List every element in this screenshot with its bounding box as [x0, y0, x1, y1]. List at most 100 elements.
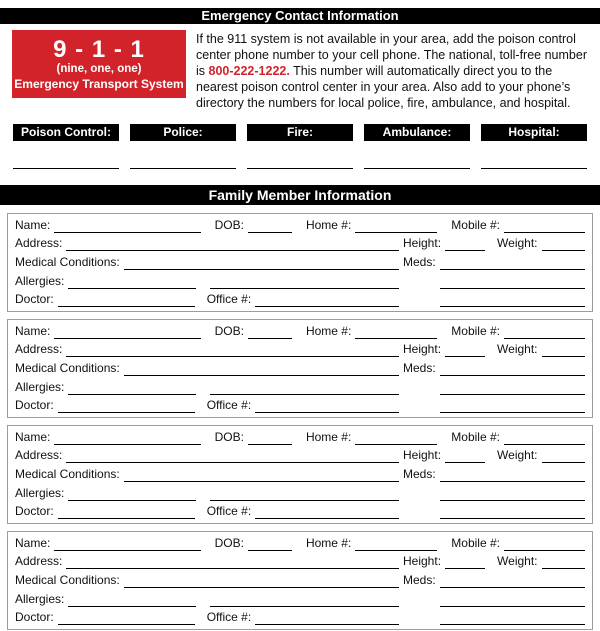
911-callout: 9 - 1 - 1 (nine, one, one) Emergency Tra…	[12, 30, 186, 98]
member-row-allergies: Allergies:	[15, 380, 585, 395]
home-phone-label: Home #:	[305, 535, 352, 550]
allergies-fill-line	[68, 488, 197, 501]
emergency-contact-header: Emergency Contact Information	[0, 8, 600, 24]
name-fill-line	[54, 326, 201, 339]
name-label: Name:	[15, 323, 51, 338]
contact-fill-line	[130, 141, 236, 169]
address-label: Address:	[15, 236, 63, 251]
dob-fill-line	[247, 538, 292, 551]
address-label: Address:	[15, 554, 63, 569]
allergies-fill-line-2	[210, 594, 399, 607]
medical-conditions-fill-line	[123, 575, 399, 588]
allergies-label: Allergies:	[15, 591, 65, 606]
address-label: Address:	[15, 448, 63, 463]
height-fill-line	[445, 450, 486, 464]
weight-label: Weight:	[497, 554, 538, 569]
height-label: Height:	[403, 448, 442, 463]
instructions-text-after: This number will automatically direct yo…	[196, 64, 571, 110]
height-fill-line	[445, 238, 486, 252]
contact-label-fire: Fire:	[247, 124, 353, 141]
dob-label: DOB:	[214, 535, 244, 550]
mobile-phone-fill-line	[504, 326, 585, 339]
office-phone-fill-line	[255, 294, 399, 308]
member-row-name: Name: DOB: Home #: Mobile #:	[15, 430, 585, 445]
meds-fill-line-3	[440, 294, 585, 308]
office-phone-fill-line	[255, 400, 399, 414]
member-row-doctor: Doctor: Office #:	[15, 610, 585, 626]
poison-control-phone-number: 800-222-1222.	[208, 64, 290, 78]
home-phone-fill-line	[355, 326, 438, 339]
contact-fill-line	[364, 141, 470, 169]
dob-label: DOB:	[214, 217, 244, 232]
member-row-doctor: Doctor: Office #:	[15, 398, 585, 414]
contact-label-ambulance: Ambulance:	[364, 124, 470, 141]
member-section: Name: DOB: Home #: Mobile #: Address: He…	[7, 425, 593, 524]
name-label: Name:	[15, 217, 51, 232]
allergies-fill-line-2	[210, 488, 399, 501]
contact-fill-line	[13, 141, 119, 169]
address-label: Address:	[15, 342, 63, 357]
dob-label: DOB:	[214, 429, 244, 444]
intro-section: 9 - 1 - 1 (nine, one, one) Emergency Tra…	[12, 30, 588, 111]
meds-fill-line-2	[440, 488, 585, 501]
address-fill-line	[66, 556, 399, 570]
doctor-label: Doctor:	[15, 610, 54, 625]
member-row-medical: Medical Conditions: Meds:	[15, 361, 585, 376]
name-fill-line	[54, 220, 201, 233]
poison-control-instructions: If the 911 system is not available in yo…	[196, 30, 588, 111]
medical-conditions-label: Medical Conditions:	[15, 572, 120, 587]
mobile-phone-label: Mobile #:	[451, 323, 500, 338]
name-fill-line	[54, 432, 201, 445]
height-fill-line	[445, 556, 486, 570]
mobile-phone-label: Mobile #:	[451, 535, 500, 550]
member-row-address: Address: Height: Weight:	[15, 236, 585, 252]
contact-label-poison-control: Poison Control:	[13, 124, 119, 141]
member-row-doctor: Doctor: Office #:	[15, 504, 585, 520]
meds-fill-line	[439, 469, 585, 482]
home-phone-label: Home #:	[305, 217, 352, 232]
dob-label: DOB:	[214, 323, 244, 338]
emergency-contact-title: Emergency Contact Information	[201, 8, 399, 23]
home-phone-fill-line	[355, 432, 438, 445]
911-number: 9 - 1 - 1	[53, 36, 145, 63]
member-section: Name: DOB: Home #: Mobile #: Address: He…	[7, 319, 593, 418]
weight-fill-line	[541, 450, 585, 464]
meds-fill-line-3	[440, 612, 585, 626]
dob-fill-line	[247, 220, 292, 233]
allergies-label: Allergies:	[15, 379, 65, 394]
weight-label: Weight:	[497, 236, 538, 251]
office-phone-label: Office #:	[206, 292, 252, 307]
allergies-fill-line	[68, 382, 197, 395]
911-caption: Emergency Transport System	[14, 77, 184, 91]
office-phone-fill-line	[255, 612, 399, 626]
allergies-label: Allergies:	[15, 273, 65, 288]
instructions-text-before: If the 911 system is not available in yo…	[196, 32, 587, 78]
height-label: Height:	[403, 236, 442, 251]
medical-conditions-fill-line	[123, 257, 399, 270]
name-label: Name:	[15, 429, 51, 444]
medical-conditions-label: Medical Conditions:	[15, 466, 120, 481]
weight-fill-line	[541, 238, 585, 252]
medical-conditions-fill-line	[123, 363, 399, 376]
doctor-fill-line	[57, 294, 195, 308]
member-row-name: Name: DOB: Home #: Mobile #:	[15, 324, 585, 339]
meds-fill-line	[439, 575, 585, 588]
member-section: Name: DOB: Home #: Mobile #: Address: He…	[7, 531, 593, 630]
meds-fill-line-3	[440, 400, 585, 414]
height-label: Height:	[403, 342, 442, 357]
member-row-allergies: Allergies:	[15, 274, 585, 289]
allergies-fill-line	[68, 594, 197, 607]
doctor-fill-line	[57, 400, 195, 414]
meds-fill-line-2	[440, 276, 585, 289]
meds-label: Meds:	[403, 254, 436, 269]
contact-lines-row	[13, 141, 587, 169]
mobile-phone-fill-line	[504, 432, 585, 445]
weight-label: Weight:	[497, 448, 538, 463]
contact-label-hospital: Hospital:	[481, 124, 587, 141]
doctor-label: Doctor:	[15, 504, 54, 519]
name-fill-line	[54, 538, 201, 551]
member-row-address: Address: Height: Weight:	[15, 448, 585, 464]
allergies-label: Allergies:	[15, 485, 65, 500]
family-member-title: Family Member Information	[208, 187, 392, 203]
doctor-label: Doctor:	[15, 398, 54, 413]
